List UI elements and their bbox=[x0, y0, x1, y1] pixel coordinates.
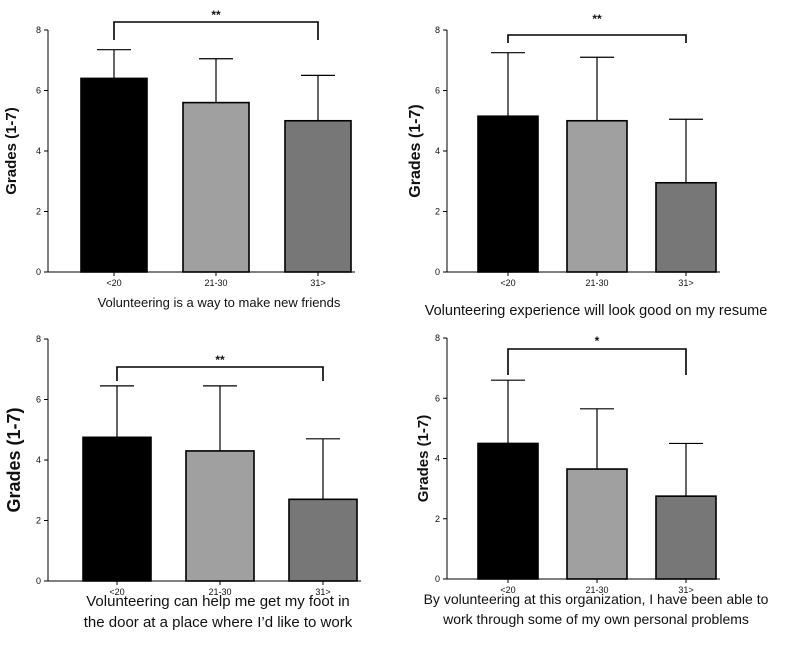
x-tick-label: 31> bbox=[678, 585, 693, 595]
y-tick-label: 4 bbox=[435, 454, 440, 464]
bar-21-30 bbox=[566, 119, 628, 273]
y-tick-label: 0 bbox=[36, 267, 41, 277]
y-tick-label: 8 bbox=[435, 333, 440, 343]
x-tick-label: <20 bbox=[500, 278, 515, 288]
y-tick-label: 4 bbox=[36, 455, 41, 465]
bar-<20 bbox=[82, 436, 152, 582]
y-tick-label: 4 bbox=[435, 146, 440, 156]
x-tick-label: 21-30 bbox=[204, 278, 227, 288]
bar-<20 bbox=[477, 442, 539, 580]
bar-<20 bbox=[80, 77, 148, 273]
y-tick-label: 6 bbox=[435, 393, 440, 403]
y-axis-label: Grades (1-7) bbox=[415, 415, 432, 503]
chart-panel-2: 0 2 4 6 8 Grades (1-7) <20 21-30 31> ** Volunteeri… bbox=[407, 12, 767, 319]
bar-31> bbox=[284, 119, 352, 273]
significance-label: ** bbox=[215, 353, 225, 367]
x-tick-label: 21-30 bbox=[585, 585, 608, 595]
x-axis-label: Volunteering is a way to make new friend… bbox=[98, 295, 341, 310]
y-tick-label: 6 bbox=[36, 86, 41, 96]
x-tick-label: 31> bbox=[678, 278, 693, 288]
x-tick-label: <20 bbox=[109, 587, 124, 597]
y-tick-label: 8 bbox=[435, 25, 440, 35]
x-tick-label: 31> bbox=[310, 278, 325, 288]
x-axis-label: By volunteering at this organization, I … bbox=[424, 591, 769, 607]
chart-panel-3: 0 2 4 6 8 Grades (1-7) <20 21-30 31> ** Volunteeri… bbox=[4, 334, 361, 631]
chart-panel-4: 0 2 4 6 8 Grades (1-7) <20 21-30 31> * By voluntee… bbox=[415, 333, 769, 627]
bar-31> bbox=[288, 498, 358, 582]
y-tick-label: 8 bbox=[36, 334, 41, 344]
x-tick-label: 31> bbox=[315, 587, 330, 597]
x-axis-label: Volunteering can help me get my foot in bbox=[86, 593, 350, 610]
y-tick-label: 2 bbox=[435, 207, 440, 217]
bar-21-30 bbox=[185, 450, 255, 582]
x-axis-label: Volunteering experience will look good o… bbox=[425, 303, 768, 319]
y-tick-label: 0 bbox=[36, 576, 41, 586]
y-tick-label: 0 bbox=[435, 267, 440, 277]
y-tick-label: 6 bbox=[36, 395, 41, 405]
y-axis-label: Grades (1-7) bbox=[3, 107, 20, 195]
x-axis-label: the door at a place where I’d like to wo… bbox=[84, 614, 353, 631]
x-axis-label: work through some of my own personal pro… bbox=[442, 611, 749, 627]
significance-bracket bbox=[113, 21, 319, 40]
y-tick-label: 2 bbox=[36, 516, 41, 526]
bar-31> bbox=[655, 181, 717, 273]
y-tick-label: 0 bbox=[435, 574, 440, 584]
y-tick-label: 6 bbox=[435, 86, 440, 96]
significance-bracket bbox=[507, 34, 687, 43]
significance-label: ** bbox=[592, 12, 602, 26]
bar-21-30 bbox=[182, 101, 250, 273]
significance-label: ** bbox=[211, 8, 221, 22]
bar-21-30 bbox=[566, 468, 628, 580]
x-tick-label: 21-30 bbox=[208, 587, 231, 597]
bar-<20 bbox=[477, 115, 539, 273]
significance-bracket bbox=[116, 366, 324, 381]
bar-31> bbox=[655, 495, 717, 580]
x-tick-label: 21-30 bbox=[585, 278, 608, 288]
significance-label: * bbox=[595, 334, 600, 348]
chart-panel-1: 0 2 4 6 8 Grades (1-7) <20 21-30 31> ** Volunteeri… bbox=[3, 8, 355, 310]
significance-bracket bbox=[507, 348, 687, 375]
x-tick-label: <20 bbox=[106, 278, 121, 288]
y-axis-label: Grades (1-7) bbox=[407, 104, 424, 197]
y-tick-label: 2 bbox=[435, 514, 440, 524]
y-tick-label: 8 bbox=[36, 25, 41, 35]
y-axis-label: Grades (1-7) bbox=[4, 407, 24, 512]
x-tick-label: <20 bbox=[500, 585, 515, 595]
y-tick-label: 4 bbox=[36, 146, 41, 156]
y-tick-label: 2 bbox=[36, 207, 41, 217]
